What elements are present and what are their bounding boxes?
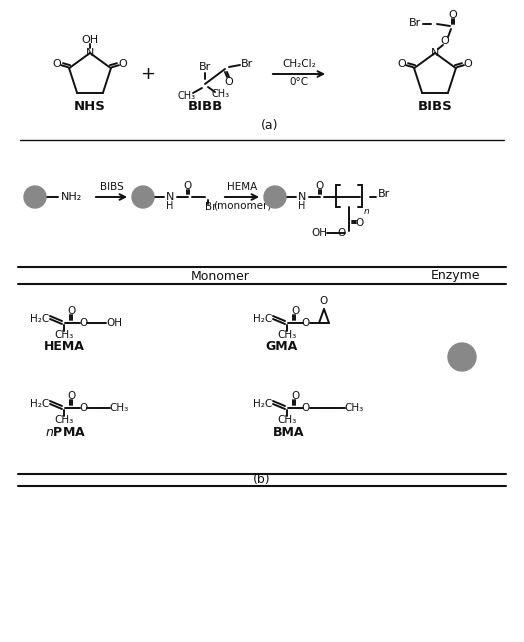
Text: O: O (449, 10, 457, 20)
Text: O: O (291, 391, 299, 401)
Text: O: O (291, 306, 299, 316)
Text: O: O (184, 181, 192, 191)
Text: BMA: BMA (273, 426, 304, 438)
Text: CH₃: CH₃ (212, 89, 230, 99)
Text: O: O (68, 391, 76, 401)
Text: O: O (118, 59, 127, 69)
Text: H₂C: H₂C (253, 314, 272, 324)
Text: BIBS: BIBS (100, 182, 123, 192)
Text: CH₃: CH₃ (344, 403, 364, 413)
Text: (a): (a) (261, 119, 279, 132)
Text: HEMA: HEMA (227, 182, 257, 192)
Text: O: O (316, 181, 324, 191)
Text: OH: OH (311, 228, 327, 238)
Text: O: O (79, 403, 87, 413)
Circle shape (132, 186, 154, 208)
Text: $n$PMA: $n$PMA (46, 426, 86, 438)
Text: CH₂Cl₂: CH₂Cl₂ (282, 59, 316, 69)
Text: N: N (86, 48, 94, 58)
Text: H₂C: H₂C (30, 399, 49, 409)
Text: n: n (364, 207, 370, 216)
Text: (b): (b) (253, 474, 271, 487)
Text: CH₃: CH₃ (178, 91, 196, 101)
Text: Br: Br (241, 59, 253, 69)
Text: O: O (225, 77, 233, 87)
Text: O: O (398, 59, 407, 69)
Text: O: O (337, 228, 345, 238)
Text: NH₂: NH₂ (61, 192, 83, 202)
Text: O: O (356, 218, 364, 228)
Text: O: O (79, 318, 87, 328)
Text: Enzyme: Enzyme (430, 270, 480, 282)
Text: CH₃: CH₃ (110, 403, 128, 413)
Text: Br: Br (199, 62, 211, 72)
Text: N: N (298, 192, 306, 202)
Text: O: O (320, 296, 328, 306)
Text: Br: Br (205, 202, 217, 212)
Text: GMA: GMA (265, 340, 297, 354)
Text: CH₃: CH₃ (277, 415, 297, 425)
Text: NHS: NHS (74, 100, 106, 112)
Text: H: H (166, 201, 173, 211)
Text: O: O (68, 306, 76, 316)
Text: H₂C: H₂C (253, 399, 272, 409)
Text: +: + (140, 65, 156, 83)
Text: OH: OH (106, 318, 122, 328)
Text: Br: Br (378, 189, 390, 199)
Text: N: N (166, 192, 174, 202)
Text: O: O (302, 403, 310, 413)
Circle shape (24, 186, 46, 208)
Text: BIBS: BIBS (418, 100, 452, 112)
Text: HEMA: HEMA (43, 340, 84, 354)
Text: Monomer: Monomer (191, 270, 249, 282)
Text: CH₃: CH₃ (277, 330, 297, 340)
Text: BIBB: BIBB (188, 100, 223, 112)
Text: H: H (298, 201, 305, 211)
Text: 0°C: 0°C (289, 77, 309, 87)
Text: O: O (302, 318, 310, 328)
Text: H₂C: H₂C (30, 314, 49, 324)
Text: O: O (464, 59, 472, 69)
Text: OH: OH (81, 35, 99, 45)
Circle shape (448, 343, 476, 371)
Text: O: O (441, 36, 450, 46)
Text: O: O (53, 59, 61, 69)
Text: (monomer): (monomer) (213, 200, 271, 210)
Text: CH₃: CH₃ (54, 415, 74, 425)
Circle shape (264, 186, 286, 208)
Text: Br: Br (409, 18, 421, 28)
Text: N: N (431, 48, 439, 58)
Text: CH₃: CH₃ (54, 330, 74, 340)
